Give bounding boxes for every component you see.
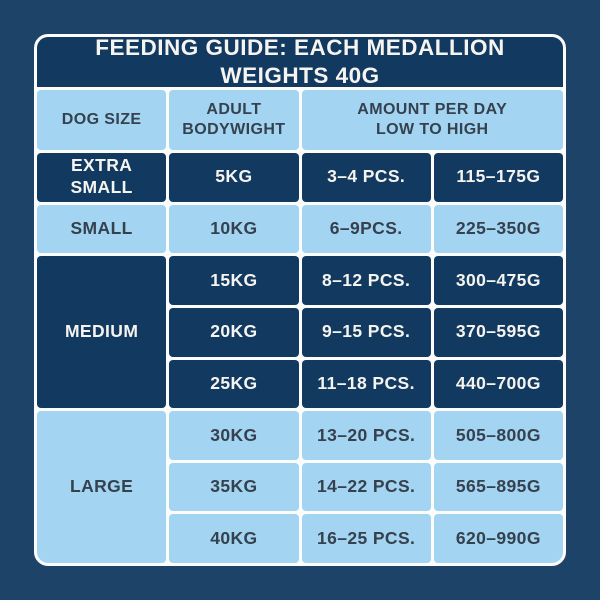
grams-cell: 440–700G (433, 359, 563, 409)
header-line: ADULT (206, 101, 262, 118)
pieces-cell: 9–15 PCS. (301, 307, 431, 357)
pieces-cell: 8–12 PCS. (301, 256, 431, 305)
weight-cell: 40KG (169, 514, 299, 563)
pieces-cell: 11–18 PCS. (301, 359, 431, 409)
feeding-guide-table: FEEDING GUIDE: EACH MEDALLION WEIGHTS 40… (34, 34, 566, 566)
table-title: FEEDING GUIDE: EACH MEDALLION WEIGHTS 40… (37, 37, 563, 88)
grams-cell: 565–895G (433, 462, 563, 512)
column-header-dog-size: DOG SIZE (37, 90, 167, 150)
weight-cell: 20KG (169, 307, 299, 357)
pieces-cell: 3–4 PCS. (301, 153, 431, 202)
grams-cell: 225–350G (433, 204, 563, 254)
grams-cell: 505–800G (433, 411, 563, 460)
pieces-cell: 6–9PCS. (301, 204, 431, 254)
header-line: BODYWIGHT (182, 121, 286, 138)
pieces-cell: 13–20 PCS. (301, 411, 431, 460)
header-line: LOW TO HIGH (375, 121, 489, 138)
weight-cell: 35KG (169, 462, 299, 512)
grams-cell: 300–475G (433, 256, 563, 305)
grams-cell: 620–990G (433, 514, 563, 563)
grams-cell: 115–175G (433, 153, 563, 202)
column-header-adult-bodyweight: ADULT BODYWIGHT (169, 90, 299, 150)
dog-size-cell: SMALL (37, 204, 167, 254)
weight-cell: 10KG (169, 204, 299, 254)
header-line: AMOUNT PER DAY (357, 101, 508, 118)
dog-size-cell: EXTRA SMALL (37, 153, 167, 202)
column-header-amount-per-day: AMOUNT PER DAY LOW TO HIGH (301, 90, 563, 150)
dog-size-cell: MEDIUM (37, 256, 167, 409)
grams-cell: 370–595G (433, 307, 563, 357)
dog-size-cell: LARGE (37, 411, 167, 563)
weight-cell: 15KG (169, 256, 299, 305)
pieces-cell: 16–25 PCS. (301, 514, 431, 563)
weight-cell: 5KG (169, 153, 299, 202)
weight-cell: 30KG (169, 411, 299, 460)
pieces-cell: 14–22 PCS. (301, 462, 431, 512)
weight-cell: 25KG (169, 359, 299, 409)
